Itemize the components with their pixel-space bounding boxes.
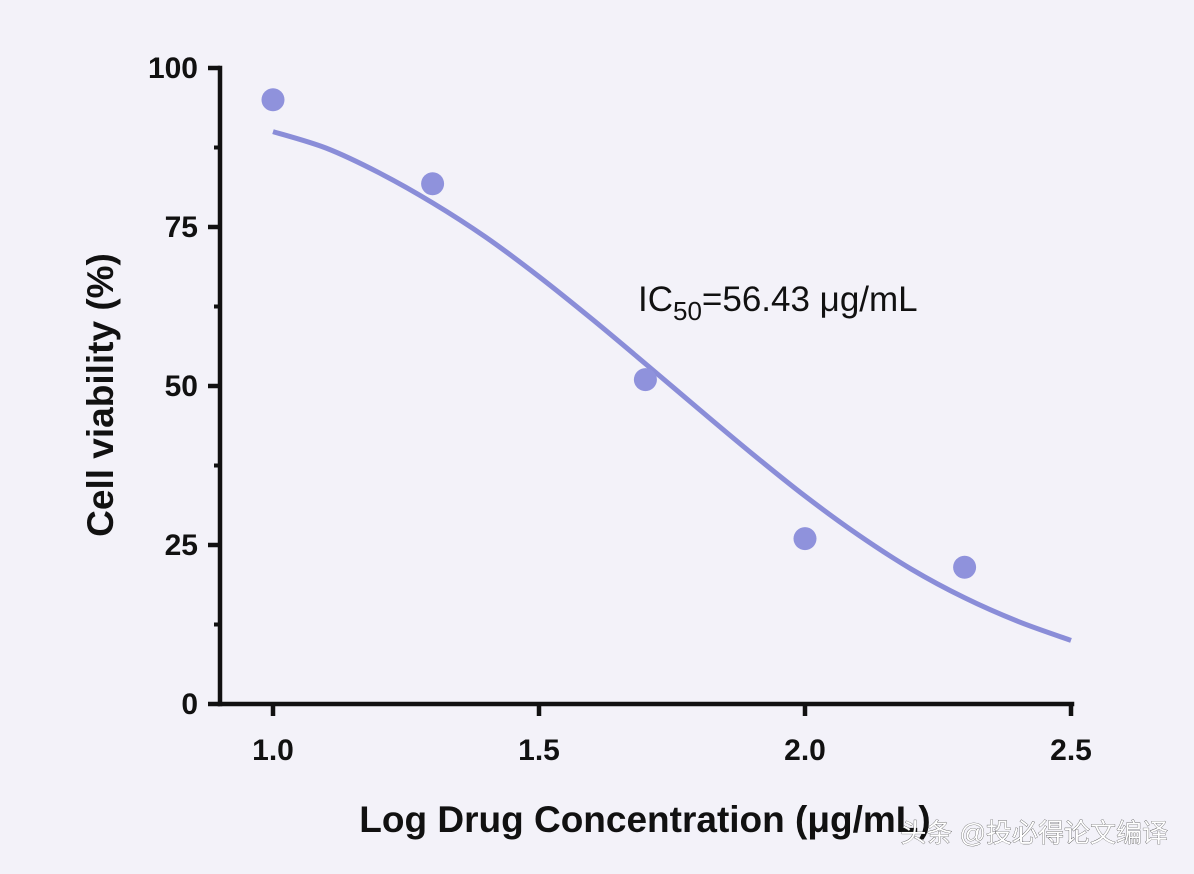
y-tick-label: 0	[181, 688, 198, 721]
data-points-layer	[261, 88, 977, 579]
y-tick-label: 50	[165, 370, 198, 403]
x-tick-label: 2.0	[784, 734, 826, 767]
y-tick-label: 75	[165, 211, 198, 244]
ic50-prefix: IC	[638, 280, 673, 319]
y-axis-ticks: 0 25 50 75 100	[148, 52, 220, 721]
data-point	[421, 172, 445, 196]
x-tick-label: 1.5	[518, 734, 560, 767]
fit-curve	[272, 129, 1072, 643]
ic50-subscript: 50	[673, 296, 702, 326]
y-tick-label: 100	[148, 52, 198, 85]
ic50-annotation: IC50=56.43 μg/mL	[638, 280, 918, 326]
y-axis-title: Cell viability (%)	[80, 253, 121, 537]
x-tick-label: 1.0	[252, 734, 294, 767]
x-axis-title: Log Drug Concentration (μg/mL)	[359, 799, 930, 840]
data-point	[793, 527, 817, 551]
ic50-suffix: =56.43 μg/mL	[702, 280, 918, 319]
data-point	[953, 555, 977, 579]
y-tick-label: 25	[165, 529, 198, 562]
x-axis-ticks: 1.0 1.5 2.0 2.5	[252, 704, 1092, 767]
watermark-text: 头条 @投必得论文编译	[900, 818, 1168, 848]
fit-curve-layer	[272, 129, 1072, 643]
data-point	[633, 368, 657, 392]
data-point	[261, 88, 285, 112]
x-tick-label: 2.5	[1050, 734, 1092, 767]
